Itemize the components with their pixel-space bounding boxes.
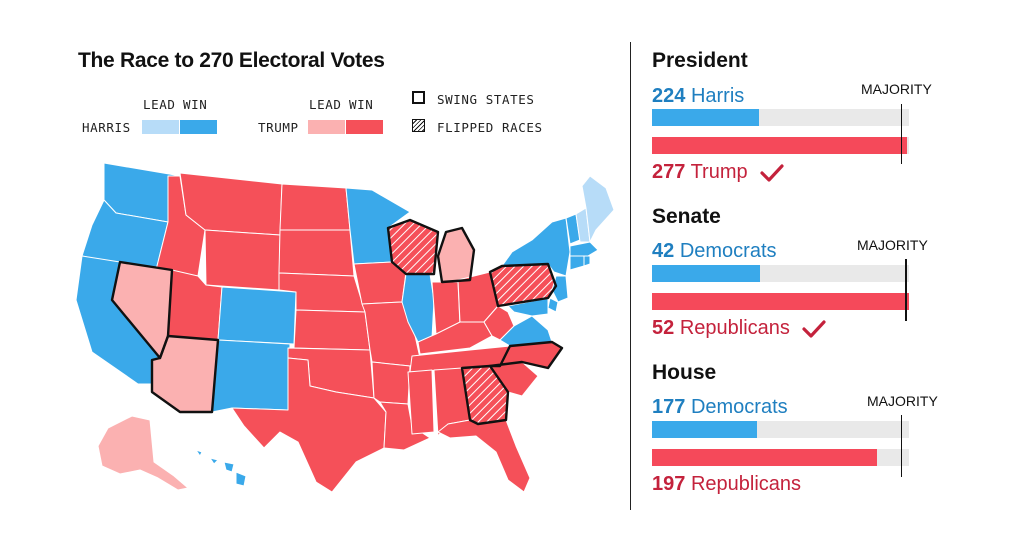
state-SD xyxy=(278,229,355,277)
legend-harris-win-swatch xyxy=(180,120,217,134)
state-LA xyxy=(379,401,431,451)
state-MS xyxy=(407,369,435,435)
swing-state-outline-icon xyxy=(412,91,425,104)
president-dem-track xyxy=(652,109,909,126)
senate-dem-bar xyxy=(652,265,760,282)
senate-dem-count: 42 Democrats xyxy=(652,240,777,262)
legend-harris-lead-swatch xyxy=(142,120,179,134)
legend-trump-win-label: WIN xyxy=(349,97,374,112)
state-CO xyxy=(217,286,297,345)
house-dem-bar xyxy=(652,421,757,438)
legend-flipped-label: FLIPPED RACES xyxy=(437,120,543,135)
legend-harris-lead-label: LEAD xyxy=(143,97,176,112)
president-rep-track xyxy=(652,137,909,154)
president-title: President xyxy=(652,49,748,72)
president-rep-count: 277 Trump xyxy=(652,161,785,184)
state-DE xyxy=(547,297,559,313)
house-dem-track xyxy=(652,421,909,438)
state-FL xyxy=(437,419,531,493)
page-title: The Race to 270 Electoral Votes xyxy=(78,49,385,72)
state-ND xyxy=(279,183,351,231)
state-WY xyxy=(204,229,281,291)
state-CT xyxy=(569,255,585,271)
winner-check-icon xyxy=(760,164,784,182)
legend-harris-win-label: WIN xyxy=(183,97,208,112)
senate-rep-count: 52 Republicans xyxy=(652,317,827,340)
legend-trump-lead-swatch xyxy=(308,120,345,134)
flipped-hatch-icon xyxy=(412,119,425,132)
state-HI xyxy=(195,449,247,487)
house-title: House xyxy=(652,361,717,384)
divider xyxy=(630,42,631,510)
state-AK xyxy=(97,415,189,491)
house-majority-label: MAJORITY xyxy=(867,393,938,409)
house-rep-track xyxy=(652,449,909,466)
president-dem-bar xyxy=(652,109,759,126)
president-dem-count: 224 Harris xyxy=(652,85,745,107)
state-ME xyxy=(581,175,615,243)
house-majority-line xyxy=(900,415,903,477)
president-majority-line xyxy=(900,104,903,164)
president-majority-label: MAJORITY xyxy=(861,81,932,97)
senate-dem-track xyxy=(652,265,909,282)
legend-harris-label: HARRIS xyxy=(82,120,131,135)
state-MA xyxy=(569,241,599,257)
state-RI xyxy=(583,255,591,267)
state-NY xyxy=(501,217,571,277)
senate-rep-track xyxy=(652,293,909,310)
legend-trump-label: TRUMP xyxy=(258,120,299,135)
house-rep-count: 197 Republicans xyxy=(652,473,802,495)
president-rep-bar xyxy=(652,137,908,154)
winner-check-icon xyxy=(802,320,827,338)
state-KS xyxy=(293,309,371,351)
swing-outlines xyxy=(110,218,564,426)
state-TX xyxy=(231,357,387,493)
legend-trump-win-swatch xyxy=(346,120,383,134)
state-AR xyxy=(371,361,411,405)
legend-trump-lead-label: LEAD xyxy=(309,97,342,112)
senate-title: Senate xyxy=(652,205,721,228)
senate-rep-bar xyxy=(652,293,909,310)
house-dem-count: 177 Democrats xyxy=(652,396,788,418)
senate-majority-label: MAJORITY xyxy=(857,237,928,253)
house-rep-bar xyxy=(652,449,877,466)
state-NM xyxy=(211,339,291,413)
legend-swing-label: SWING STATES xyxy=(437,92,535,107)
senate-majority-line xyxy=(905,259,907,321)
